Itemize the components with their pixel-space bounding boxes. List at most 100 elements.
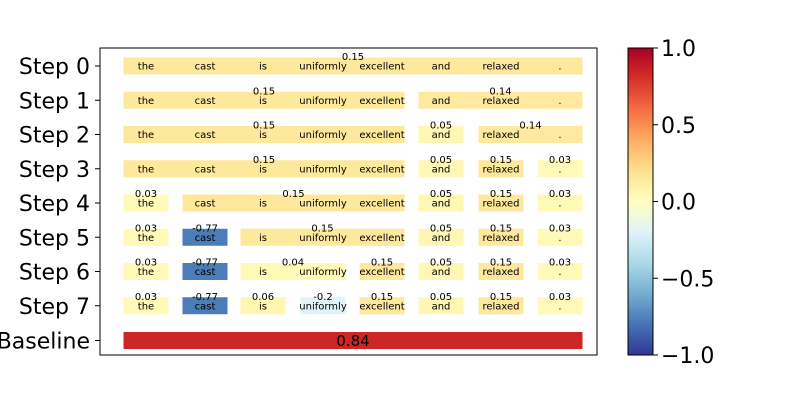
colorbar: 1.0 0.5 0.0 −0.5 −1.0 (627, 37, 714, 369)
value-label: 0.15 (371, 258, 393, 269)
value-label: 0.05 (430, 121, 452, 132)
value-label: 0.05 (430, 258, 452, 269)
step-row: the cast is uniformly excellent and relaxed .0.… (123, 292, 583, 315)
value-label: 0.14 (519, 121, 541, 132)
heat-cell (478, 263, 524, 280)
token-label: the (138, 164, 154, 175)
heat-cell (537, 263, 583, 280)
token-label: cast (195, 199, 216, 210)
token-label: excellent (359, 164, 404, 175)
value-label: -0.77 (192, 258, 218, 269)
heat-cell (418, 91, 583, 109)
plot-area: the cast is uniformly excellent and relaxed .0.… (0, 52, 583, 355)
plot-frame (99, 47, 598, 356)
value-label: 0.03 (135, 189, 157, 200)
token-label: . (558, 267, 561, 278)
token-label: uniformly (299, 301, 347, 312)
token-label: . (558, 233, 561, 244)
token-label: and (432, 62, 451, 73)
token-label: is (259, 267, 267, 278)
heat-cell (537, 194, 583, 212)
token-label: the (138, 301, 154, 312)
token-label: the (138, 62, 154, 73)
token-label: relaxed (482, 233, 519, 244)
value-label: 0.15 (282, 189, 304, 200)
token-label: uniformly (299, 267, 347, 278)
token-label: the (138, 130, 154, 141)
token-label: excellent (359, 301, 404, 312)
token-label: uniformly (299, 130, 347, 141)
value-label: -0.77 (192, 223, 218, 234)
row-label: Step 5 (19, 226, 90, 251)
token-label: cast (195, 164, 216, 175)
heat-cell (240, 263, 346, 280)
token-label: and (432, 96, 451, 107)
heat-cell (240, 228, 405, 246)
heat-cell (418, 228, 464, 246)
heat-cell (537, 160, 583, 178)
heat-cell (123, 126, 405, 143)
heat-cell (418, 160, 464, 178)
colorbar-gradient (627, 47, 654, 356)
baseline-bar (123, 332, 583, 349)
token-label: excellent (359, 199, 404, 210)
value-label: 0.03 (135, 258, 157, 269)
token-label: and (432, 130, 451, 141)
value-label: 0.14 (489, 86, 511, 97)
token-label: relaxed (482, 130, 519, 141)
value-label: 0.06 (252, 292, 274, 303)
token-label: . (558, 96, 561, 107)
token-label: . (558, 62, 561, 73)
token-label: uniformly (299, 96, 347, 107)
value-label: 0.15 (490, 189, 512, 200)
token-label: relaxed (482, 267, 519, 278)
heat-cell (123, 297, 169, 315)
token-label: uniformly (299, 199, 347, 210)
heat-cell (418, 194, 464, 212)
token-label: the (138, 96, 154, 107)
heat-cell (123, 228, 169, 246)
step-row: the cast is uniformly excellent and relaxed .0.… (123, 189, 583, 212)
colorbar-tick-label: 0.0 (661, 191, 696, 216)
value-label: 0.05 (430, 223, 452, 234)
token-label: excellent (359, 130, 404, 141)
value-label: 0.04 (282, 258, 304, 269)
heat-cell (359, 263, 405, 280)
heat-cell (478, 194, 524, 212)
token-label: cast (195, 62, 216, 73)
value-label: 0.03 (549, 258, 571, 269)
value-label: 0.15 (490, 223, 512, 234)
row-label: Baseline (0, 330, 90, 355)
token-label: and (432, 301, 451, 312)
colorbar-tick-label: −1.0 (661, 344, 714, 369)
value-label: 0.15 (490, 292, 512, 303)
row-label: Step 2 (19, 124, 90, 149)
heat-cell (478, 160, 524, 178)
heat-cell (123, 57, 583, 75)
value-label: 0.03 (549, 189, 571, 200)
value-label: 0.03 (549, 292, 571, 303)
heat-cell (418, 126, 464, 143)
heat-cell (478, 228, 524, 246)
token-label: . (558, 199, 561, 210)
row-label: Step 4 (19, 192, 90, 217)
heat-cell (123, 160, 405, 178)
value-label: 0.15 (342, 52, 364, 63)
token-label: cast (195, 233, 216, 244)
value-label: 0.03 (135, 292, 157, 303)
token-label: the (138, 199, 154, 210)
baseline-value: 0.84 (336, 332, 369, 350)
heat-cell (182, 263, 228, 280)
token-label: excellent (359, 233, 404, 244)
token-label: cast (195, 130, 216, 141)
token-label: cast (195, 301, 216, 312)
value-label: 0.15 (490, 155, 512, 166)
colorbar-tick-label: 1.0 (661, 37, 696, 62)
value-label: 0.15 (311, 223, 333, 234)
value-label: 0.15 (253, 121, 275, 132)
token-label: is (259, 199, 267, 210)
token-label: cast (195, 267, 216, 278)
token-label: is (259, 130, 267, 141)
heat-cell (478, 126, 583, 143)
